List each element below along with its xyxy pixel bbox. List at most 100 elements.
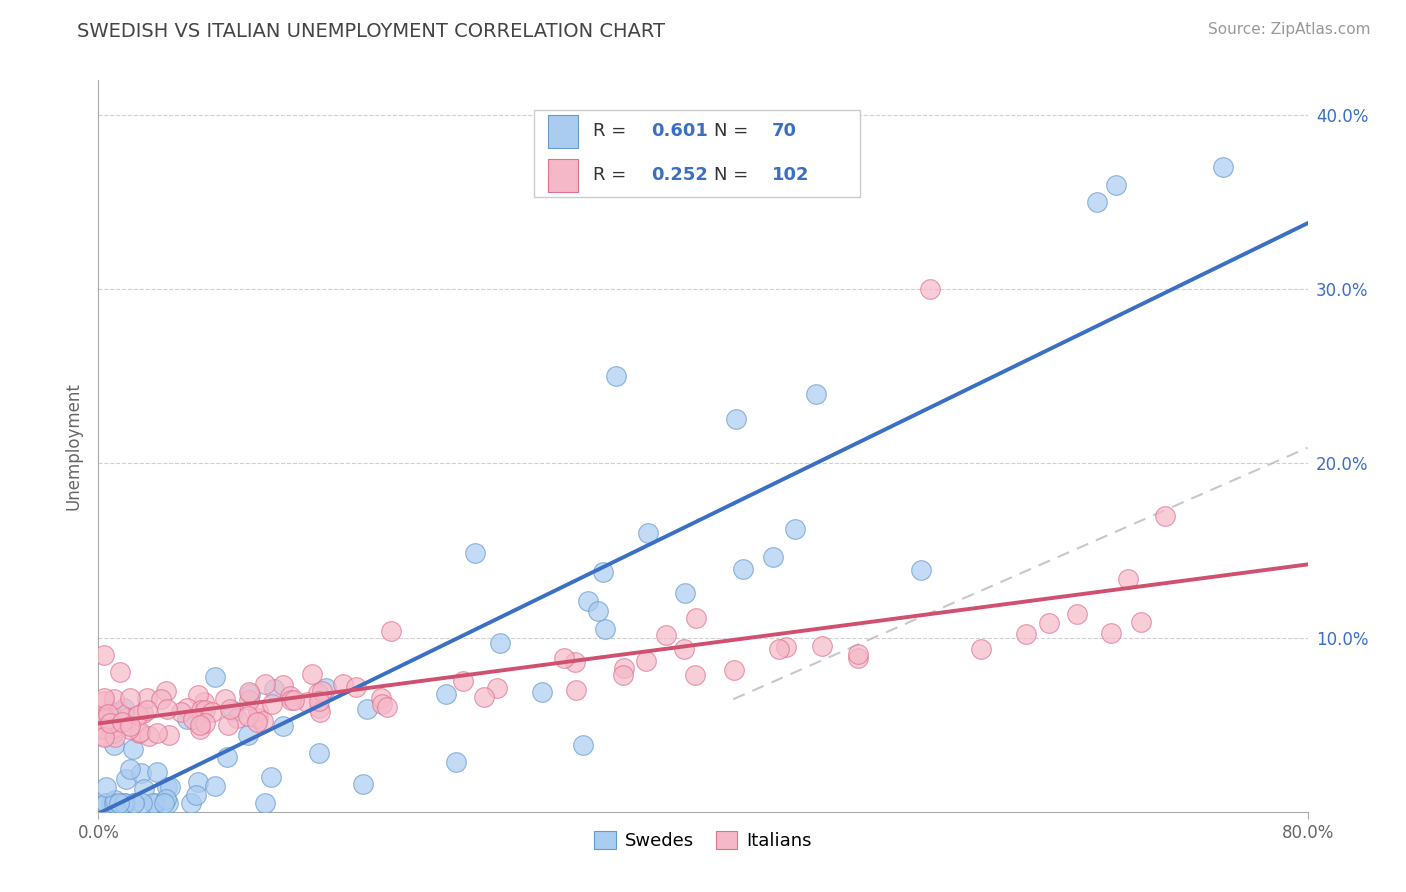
- Point: [238, 685, 260, 699]
- Y-axis label: Unemployment: Unemployment: [65, 382, 83, 510]
- Point: [108, 665, 131, 679]
- Point: [153, 796, 176, 810]
- Point: [370, 691, 392, 706]
- Point: [571, 738, 593, 752]
- Point: [297, 695, 319, 709]
- Point: [94, 780, 117, 794]
- Point: [93, 691, 115, 706]
- Point: [238, 693, 260, 707]
- Point: [127, 707, 149, 722]
- Point: [434, 687, 457, 701]
- Point: [112, 796, 135, 810]
- Point: [489, 636, 512, 650]
- Point: [238, 709, 260, 723]
- Point: [352, 777, 374, 791]
- Point: [252, 714, 274, 728]
- Point: [672, 642, 695, 657]
- Point: [103, 796, 125, 810]
- Point: [1154, 508, 1177, 523]
- Point: [142, 796, 165, 810]
- Point: [98, 716, 121, 731]
- Text: 102: 102: [772, 167, 810, 185]
- Point: [103, 738, 125, 752]
- Point: [1104, 178, 1126, 192]
- Point: [114, 701, 136, 715]
- Point: [150, 691, 173, 706]
- FancyBboxPatch shape: [534, 110, 860, 197]
- Point: [115, 711, 138, 725]
- Point: [846, 647, 869, 661]
- Point: [108, 796, 131, 810]
- Point: [131, 796, 153, 810]
- Point: [176, 712, 198, 726]
- Point: [247, 704, 270, 718]
- Point: [278, 689, 301, 703]
- Point: [122, 796, 145, 810]
- Point: [531, 685, 554, 699]
- Point: [576, 594, 599, 608]
- Point: [222, 704, 245, 718]
- Point: [129, 766, 152, 780]
- Point: [380, 624, 402, 639]
- Point: [593, 622, 616, 636]
- Point: [280, 693, 302, 707]
- Point: [247, 711, 270, 725]
- Point: [1212, 161, 1234, 175]
- Point: [246, 715, 269, 730]
- Point: [101, 721, 124, 735]
- Point: [910, 563, 932, 577]
- Point: [683, 668, 706, 682]
- Point: [810, 640, 832, 654]
- Point: [637, 526, 659, 541]
- Point: [155, 684, 177, 698]
- Text: 0.601: 0.601: [651, 122, 707, 140]
- Point: [193, 694, 215, 708]
- Point: [260, 770, 283, 784]
- Point: [204, 779, 226, 793]
- Point: [100, 796, 122, 810]
- Point: [184, 788, 207, 802]
- Point: [783, 522, 806, 536]
- Point: [1015, 627, 1038, 641]
- Text: N =: N =: [714, 122, 754, 140]
- Point: [128, 726, 150, 740]
- Point: [486, 681, 509, 695]
- Point: [309, 705, 332, 719]
- Point: [128, 724, 150, 739]
- Point: [806, 386, 828, 401]
- Point: [307, 686, 329, 700]
- Point: [464, 546, 486, 560]
- Point: [98, 705, 121, 719]
- Point: [311, 684, 333, 698]
- Text: SWEDISH VS ITALIAN UNEMPLOYMENT CORRELATION CHART: SWEDISH VS ITALIAN UNEMPLOYMENT CORRELAT…: [77, 22, 665, 41]
- Point: [114, 772, 136, 787]
- Point: [636, 654, 658, 668]
- Point: [103, 691, 125, 706]
- Point: [655, 628, 678, 642]
- Point: [613, 661, 636, 675]
- Point: [145, 764, 167, 779]
- Text: Source: ZipAtlas.com: Source: ZipAtlas.com: [1208, 22, 1371, 37]
- Bar: [548, 115, 578, 148]
- Point: [180, 796, 202, 810]
- Point: [612, 668, 634, 682]
- Point: [260, 698, 283, 712]
- Point: [176, 701, 198, 715]
- Point: [970, 642, 993, 657]
- Point: [685, 611, 707, 625]
- Point: [204, 671, 226, 685]
- Point: [194, 703, 217, 717]
- Point: [472, 690, 495, 704]
- Point: [271, 719, 294, 733]
- Point: [145, 725, 167, 739]
- Point: [217, 718, 239, 732]
- Text: R =: R =: [593, 167, 631, 185]
- Point: [236, 728, 259, 742]
- Point: [725, 412, 748, 426]
- Point: [918, 282, 941, 296]
- Point: [93, 722, 115, 736]
- Text: 0.252: 0.252: [651, 167, 707, 185]
- Point: [93, 713, 115, 727]
- Point: [155, 792, 177, 806]
- Point: [1099, 625, 1122, 640]
